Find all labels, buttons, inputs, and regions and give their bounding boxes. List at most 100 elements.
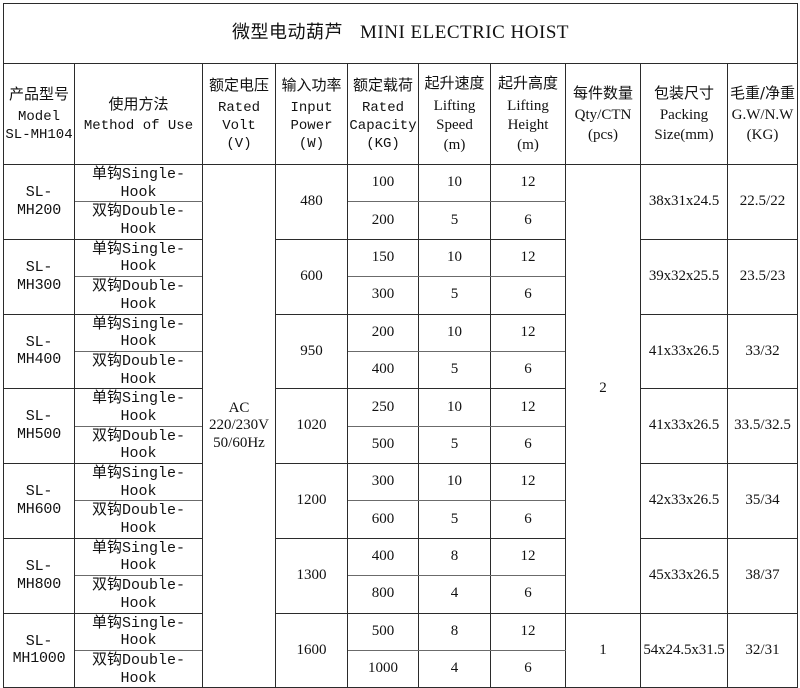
column-header-7: 起升高度 Lifting Height (m) (490, 63, 566, 165)
column-header-en-line: Qty/CTN (574, 107, 632, 124)
lifting-speed-cell: 5 (418, 201, 491, 240)
gross-net-weight-cell: 33/32 (726, 313, 799, 390)
packing-size-cell: 45x33x26.5 (640, 537, 728, 614)
lifting-height-cell: 12 (490, 388, 566, 427)
method-label-en: Double-Hook (120, 502, 186, 538)
table-body: 微型电动葫芦 MINI ELECTRIC HOIST 产品型号 Model SL-M… (2, 3, 799, 688)
capacity-cell: 400 (347, 351, 419, 390)
title-row: 微型电动葫芦 MINI ELECTRIC HOIST (2, 3, 799, 64)
lifting-height-cell: 6 (490, 426, 566, 465)
method-label-cn: 单钩 (91, 313, 122, 332)
method-cell-single: 单钩Single-Hook (74, 163, 203, 203)
column-header-en-line: Lifting (433, 97, 476, 114)
method-cell-double: 双钩Double-Hook (74, 426, 203, 465)
specification-table: 微型电动葫芦 MINI ELECTRIC HOIST 产品型号 Model SL-M… (2, 3, 799, 688)
method-cell-double: 双钩Double-Hook (74, 575, 203, 614)
lifting-speed-cell: 8 (418, 612, 491, 651)
method-label-en: Single-Hook (120, 240, 186, 276)
column-header-cn: 产品型号 (8, 85, 69, 104)
method-label-cn: 双钩 (91, 649, 122, 668)
column-header-9: 包装尺寸 Packing Size(mm) (640, 63, 728, 165)
lifting-speed-cell: 4 (418, 650, 491, 688)
method-cell-double: 双钩Double-Hook (74, 649, 203, 688)
column-header-en-line: Speed (436, 117, 473, 134)
method-label-cn: 单钩 (91, 164, 122, 182)
lifting-height-cell: 12 (490, 612, 566, 651)
capacity-cell: 500 (347, 426, 419, 465)
table-row: SL-MH500 单钩Single-Hook 1020 250 10 12 41x33x26… (3, 388, 799, 464)
input-power-cell: 1300 (275, 537, 348, 614)
gross-net-weight-cell: 33.5/32.5 (726, 388, 799, 464)
lifting-speed-cell: 4 (418, 575, 491, 614)
column-header-cn: 使用方法 (108, 94, 169, 113)
lifting-height-cell: 12 (490, 462, 566, 502)
voltage-line3: 50/60Hz (213, 434, 265, 451)
method-label-en: Single-Hook (120, 315, 186, 351)
method-cell-double: 双钩Double-Hook (74, 501, 203, 539)
method-label-en: Double-Hook (120, 352, 186, 388)
capacity-cell: 800 (347, 575, 419, 614)
lifting-speed-cell: 5 (418, 351, 491, 390)
column-header-4: 输入功率 Input Power (W) (275, 63, 348, 165)
column-header-en-line: (KG) (746, 127, 779, 144)
column-header-2: 使用方法 Method of Use (74, 63, 203, 165)
method-cell-single: 单钩Single-Hook (74, 388, 203, 427)
column-header-en-line: (pcs) (588, 127, 618, 144)
method-label-cn: 双钩 (91, 575, 122, 594)
column-header-cn: 输入功率 (281, 76, 342, 95)
method-cell-single: 单钩Single-Hook (74, 238, 203, 278)
lifting-speed-cell: 5 (418, 276, 491, 315)
table-row: SL-MH800 单钩Single-Hook 1300 400 8 12 45x33x26.… (3, 537, 799, 614)
lifting-speed-cell: 10 (418, 313, 491, 352)
packing-size-cell: 38x31x24.5 (640, 164, 728, 240)
model-cell: SL-MH1000 (3, 612, 75, 688)
column-header-cn: 每件数量 (572, 83, 633, 102)
method-label-cn: 双钩 (91, 201, 122, 220)
input-power-cell: 1200 (275, 463, 348, 539)
lifting-height-cell: 6 (490, 351, 566, 390)
method-cell-double: 双钩Double-Hook (74, 201, 203, 240)
voltage-line1: AC (228, 399, 250, 416)
capacity-cell: 100 (347, 163, 419, 203)
gross-net-weight-cell: 35/34 (726, 463, 799, 539)
packing-size-cell: 41x33x26.5 (640, 313, 728, 390)
input-power-cell: 600 (275, 238, 348, 315)
capacity-cell: 200 (347, 313, 419, 352)
method-label-en: Double-Hook (120, 203, 186, 239)
method-label-cn: 单钩 (91, 238, 122, 257)
gross-net-weight-cell: 38/37 (726, 537, 799, 614)
column-header-en-line: (m) (443, 137, 466, 154)
table-row: SL-MH300 单钩Single-Hook 600 150 10 12 39x32x25.… (3, 238, 799, 315)
lifting-speed-cell: 8 (418, 537, 491, 577)
input-power-cell: 480 (275, 164, 348, 240)
lifting-speed-cell: 5 (418, 500, 491, 539)
method-label-cn: 单钩 (91, 463, 122, 481)
capacity-cell: 500 (347, 612, 419, 651)
column-header-10: 毛重/净重 G.W/N.W (KG) (726, 63, 799, 165)
table-row: 双钩Double-Hook 200 5 6 (4, 201, 798, 240)
method-label-en: Single-Hook (120, 614, 186, 650)
method-label-en: Double-Hook (120, 427, 186, 463)
model-cell: SL-MH200 (3, 164, 75, 240)
column-header-en-line: (W) (298, 136, 325, 153)
capacity-cell: 250 (347, 388, 419, 427)
model-cell: SL-MH300 (3, 238, 75, 315)
method-cell-single: 单钩Single-Hook (74, 612, 203, 651)
table-row: SL-MH200 单钩Single-Hook AC 220/230V 50/60Hz 48… (3, 163, 799, 688)
method-label-en: Single-Hook (120, 465, 186, 500)
column-header-cn: 起升高度 (497, 74, 558, 93)
model-cell: SL-MH500 (3, 388, 75, 464)
lifting-height-cell: 6 (490, 276, 566, 315)
column-header-en-line: Method of Use (83, 118, 194, 135)
method-label-en: Double-Hook (120, 577, 186, 612)
method-label-en: Double-Hook (120, 651, 186, 687)
method-label-cn: 双钩 (91, 350, 122, 369)
column-header-en-line: Packing (659, 107, 709, 124)
gross-net-weight-cell: 22.5/22 (726, 164, 799, 240)
column-header-en-line: G.W/N.W (731, 107, 794, 124)
lifting-height-cell: 12 (490, 238, 566, 278)
column-header-3: 额定电压 Rated Volt (V) (202, 63, 276, 165)
column-header-cn: 包装尺寸 (653, 83, 714, 102)
method-label-en: Single-Hook (120, 166, 186, 201)
column-header-en-line: Model (17, 108, 60, 125)
